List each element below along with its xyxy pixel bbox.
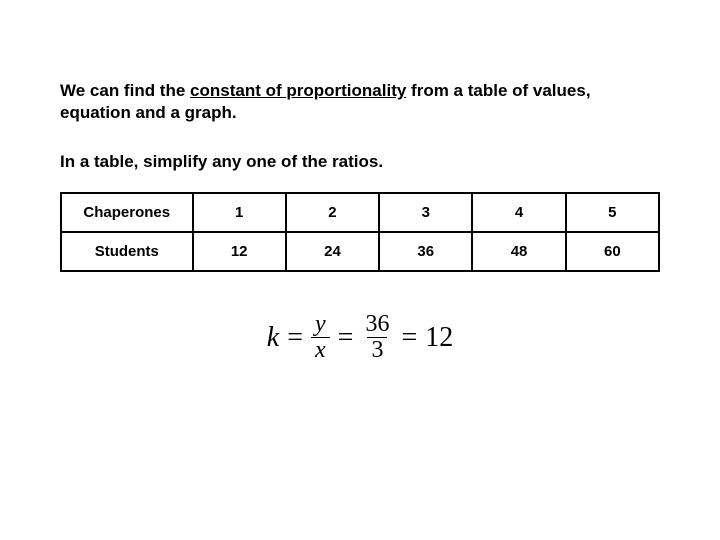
table-cell: 2 <box>286 193 379 232</box>
subheading: In a table, simplify any one of the rati… <box>60 152 660 172</box>
equals-sign: = <box>338 322 354 354</box>
equation-result: 12 <box>425 322 453 354</box>
heading-line1-suffix: from a table of values, <box>406 81 590 100</box>
equals-sign: = <box>287 322 303 354</box>
table-cell: 5 <box>566 193 659 232</box>
equation-k: k <box>267 322 279 354</box>
fraction-denominator: 3 <box>367 337 387 363</box>
fraction-numerator: 36 <box>361 312 393 337</box>
fraction-yx: y x <box>311 312 330 363</box>
proportionality-equation: k = y x = 36 3 = 12 <box>267 312 453 363</box>
table-row: Students 12 24 36 48 60 <box>61 232 659 271</box>
table-cell: 12 <box>193 232 286 271</box>
equals-sign: = <box>401 322 417 354</box>
table-cell: 48 <box>472 232 565 271</box>
table-cell: 36 <box>379 232 472 271</box>
table-cell: 1 <box>193 193 286 232</box>
fraction-numerator: y <box>311 312 330 337</box>
table-cell: 3 <box>379 193 472 232</box>
table-cell: 60 <box>566 232 659 271</box>
table-row: Chaperones 1 2 3 4 5 <box>61 193 659 232</box>
fraction-denominator: x <box>311 337 330 363</box>
equation-container: k = y x = 36 3 = 12 <box>60 312 660 363</box>
heading-underlined-term: constant of proportionality <box>190 81 406 100</box>
heading: We can find the constant of proportional… <box>60 80 660 124</box>
table-row-label: Chaperones <box>61 193 193 232</box>
fraction-36-3: 36 3 <box>361 312 393 363</box>
ratio-table: Chaperones 1 2 3 4 5 Students 12 24 36 4… <box>60 192 660 272</box>
table-cell: 24 <box>286 232 379 271</box>
table-row-label: Students <box>61 232 193 271</box>
heading-line2: equation and a graph. <box>60 103 237 122</box>
heading-line1-prefix: We can find the <box>60 81 190 100</box>
table-cell: 4 <box>472 193 565 232</box>
